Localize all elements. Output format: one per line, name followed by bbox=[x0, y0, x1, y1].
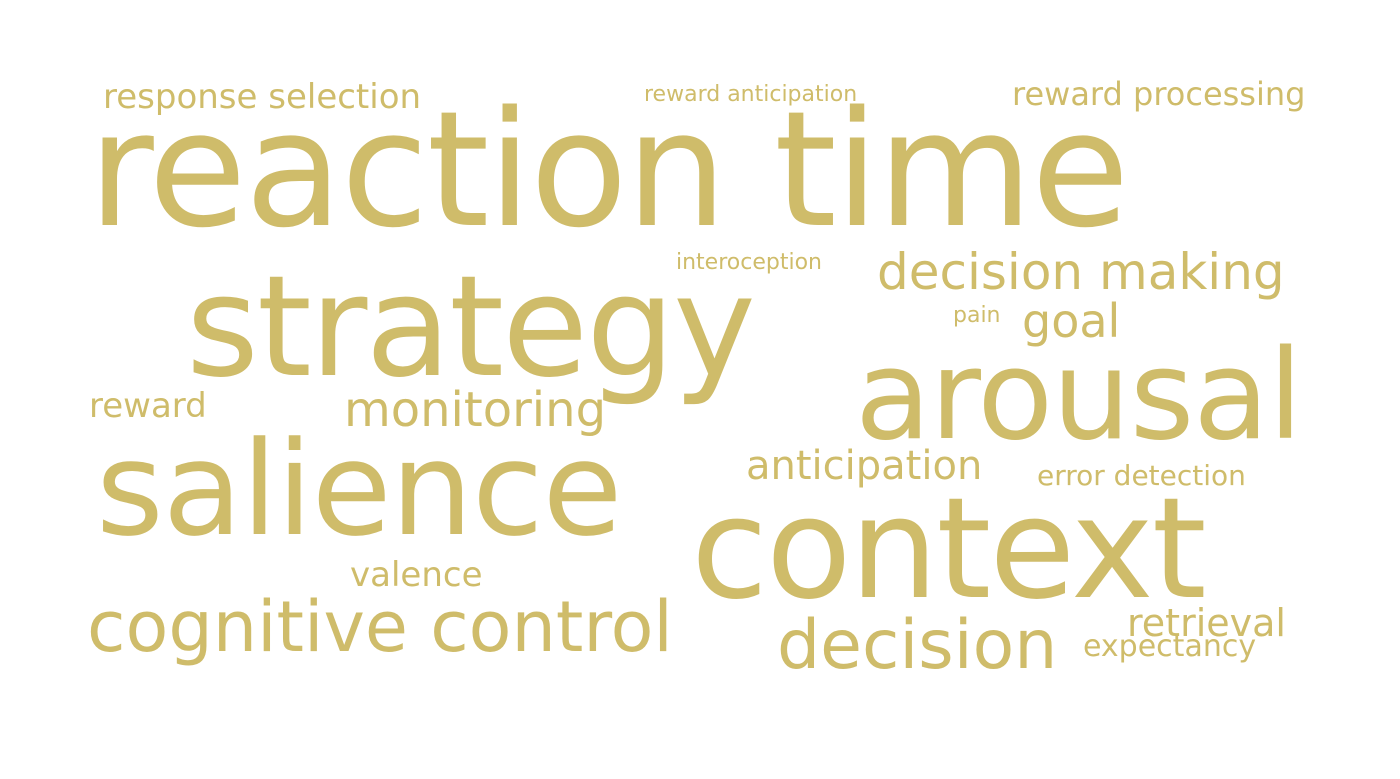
word-strategy: strategy bbox=[186, 246, 756, 409]
word-valence: valence bbox=[350, 555, 483, 595]
word-pain: pain bbox=[953, 303, 1001, 328]
word-retrieval: retrieval bbox=[1127, 601, 1286, 645]
word-reward: reward bbox=[89, 386, 207, 426]
word-reaction-time: reaction time bbox=[88, 76, 1130, 263]
word-anticipation: anticipation bbox=[746, 443, 983, 489]
word-decision-making: decision making bbox=[877, 243, 1285, 301]
word-expectancy: expectancy bbox=[1083, 629, 1257, 664]
word-context: context bbox=[691, 468, 1207, 631]
word-goal: goal bbox=[1022, 294, 1121, 348]
word-monitoring: monitoring bbox=[344, 382, 607, 438]
word-response-selection: response selection bbox=[103, 77, 422, 117]
word-decision: decision bbox=[777, 606, 1058, 685]
word-cognitive-control: cognitive control bbox=[87, 586, 673, 668]
word-reward-anticipation: reward anticipation bbox=[644, 82, 858, 107]
word-salience: salience bbox=[96, 413, 622, 565]
word-error-detection: error detection bbox=[1037, 459, 1246, 492]
word-arousal: arousal bbox=[855, 324, 1303, 468]
word-interoception: interoception bbox=[676, 250, 822, 275]
word-reward-processing: reward processing bbox=[1012, 75, 1306, 113]
